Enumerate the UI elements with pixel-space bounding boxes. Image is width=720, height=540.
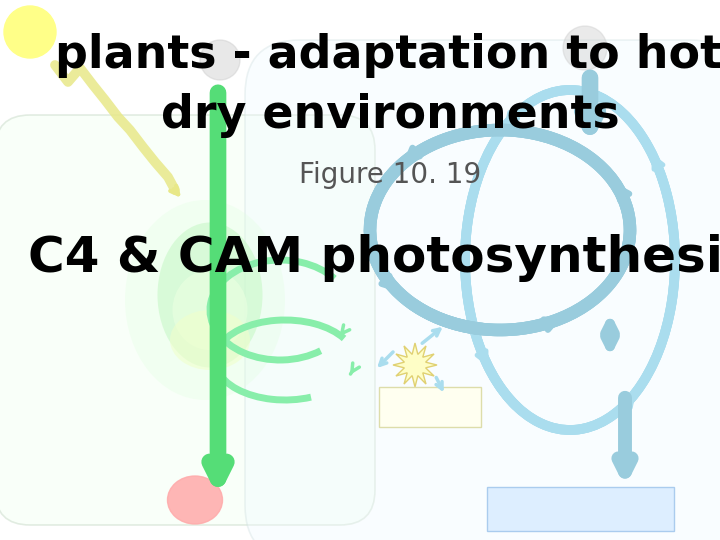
Text: C4 & CAM photosynthesis: C4 & CAM photosynthesis [27,234,720,282]
Circle shape [4,6,56,58]
Text: Figure 10. 19: Figure 10. 19 [299,161,481,189]
FancyBboxPatch shape [487,487,674,531]
Ellipse shape [158,222,263,368]
Ellipse shape [168,476,222,524]
Ellipse shape [170,310,250,370]
Circle shape [200,40,240,80]
FancyBboxPatch shape [0,115,375,525]
FancyBboxPatch shape [245,40,720,540]
Circle shape [563,26,607,70]
Text: plants - adaptation to hot,: plants - adaptation to hot, [55,32,720,78]
Polygon shape [393,343,437,387]
Text: dry environments: dry environments [161,92,619,138]
FancyBboxPatch shape [379,387,481,427]
Ellipse shape [125,200,285,400]
Ellipse shape [173,270,248,350]
